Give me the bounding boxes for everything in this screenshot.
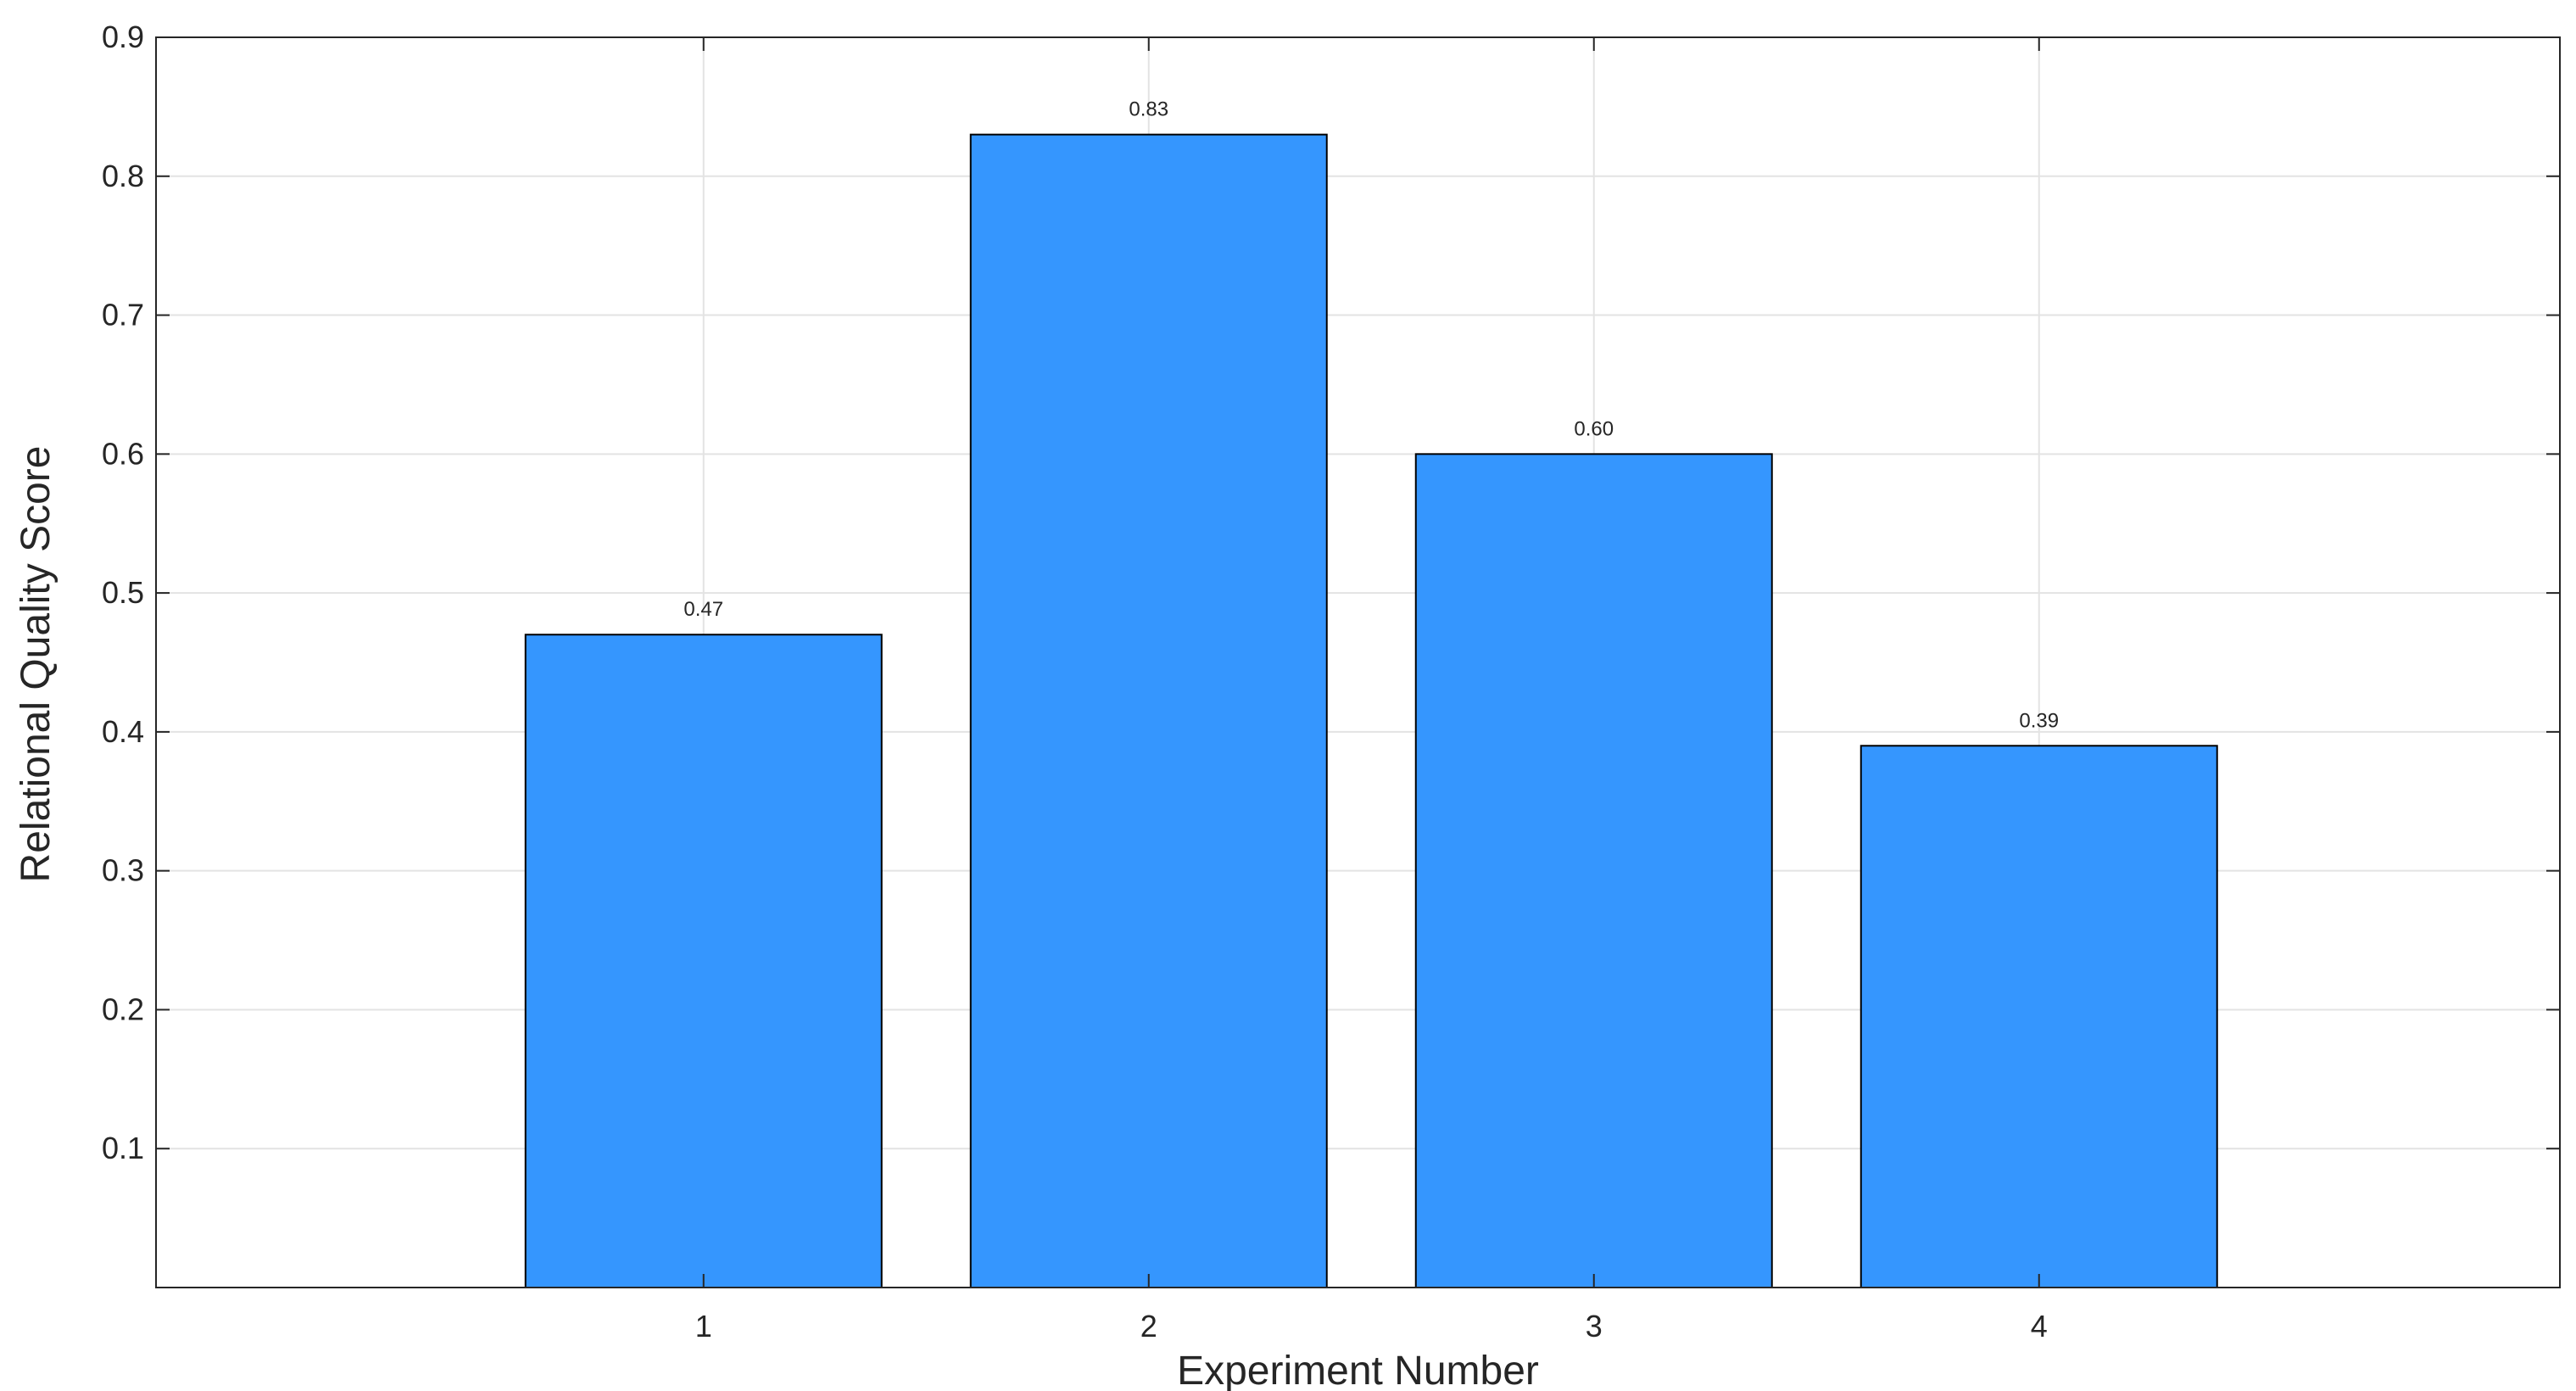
tick-marks <box>156 36 2560 1288</box>
y-tick-label: 0.1 <box>102 1131 144 1165</box>
y-tick-label: 0.2 <box>102 992 144 1026</box>
data-label: 0.39 <box>2019 709 2059 732</box>
x-tick-label: 4 <box>2031 1309 2048 1344</box>
bars <box>524 133 2218 1289</box>
axes-frame <box>155 36 2561 1288</box>
data-label: 0.60 <box>1574 417 1614 440</box>
y-tick-label: 0.9 <box>102 20 144 54</box>
y-axis-label: Relational Quality Score <box>14 446 59 883</box>
bar <box>524 634 883 1288</box>
x-tick-label: 1 <box>695 1309 712 1344</box>
y-tick-label: 0.7 <box>102 298 144 332</box>
y-tick-label: 0.5 <box>102 575 144 610</box>
data-label: 0.83 <box>1129 98 1168 121</box>
data-label: 0.47 <box>683 598 723 621</box>
y-tick-labels: 0.1 0.2 0.3 0.4 0.5 0.6 0.7 0.8 0.9 <box>102 20 144 1165</box>
y-tick-label: 0.4 <box>102 714 144 749</box>
bar <box>1860 745 2218 1288</box>
y-tick-label: 0.6 <box>102 436 144 471</box>
data-labels: 0.47 0.83 0.60 0.39 <box>683 98 2059 733</box>
bar <box>1414 453 1773 1288</box>
x-tick-labels: 1 2 3 4 <box>695 1309 2048 1344</box>
x-tick-label: 2 <box>1140 1309 1157 1344</box>
x-axis-label: Experiment Number <box>1177 1349 1539 1391</box>
bar <box>969 133 1328 1289</box>
y-tick-label: 0.3 <box>102 853 144 888</box>
x-tick-label: 3 <box>1586 1309 1603 1344</box>
y-tick-label: 0.8 <box>102 159 144 193</box>
